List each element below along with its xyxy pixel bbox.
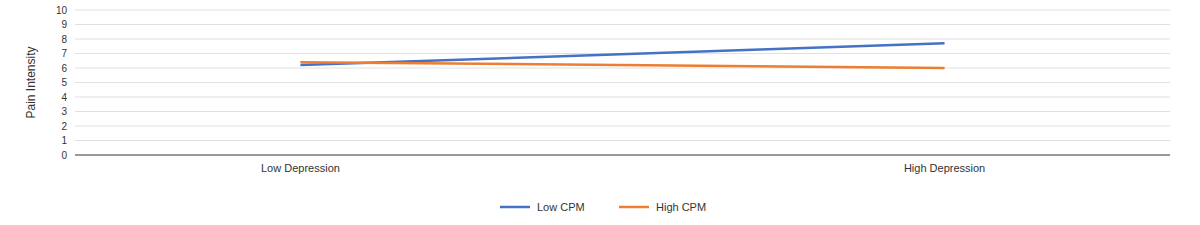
- grid-line: [75, 10, 1170, 11]
- x-tick-label: Low Depression: [261, 162, 340, 174]
- y-tick-label: 3: [61, 106, 67, 117]
- y-tick-label: 2: [61, 121, 67, 132]
- y-tick-label: 10: [56, 5, 68, 16]
- grid-line: [75, 82, 1170, 83]
- y-tick-label: 0: [61, 150, 67, 161]
- grid-line: [75, 155, 1170, 156]
- legend: Low CPM High CPM: [500, 201, 706, 213]
- x-tick-label: High Depression: [904, 162, 985, 174]
- legend-swatch: [500, 206, 530, 209]
- legend-label: Low CPM: [537, 201, 585, 213]
- grid: [75, 10, 1170, 155]
- y-tick-label: 5: [61, 77, 67, 88]
- grid-line: [75, 111, 1170, 112]
- grid-line: [75, 140, 1170, 141]
- series-line: [300, 62, 944, 68]
- grid-line: [75, 68, 1170, 69]
- x-axis-line: [75, 154, 1170, 155]
- grid-line: [75, 39, 1170, 40]
- y-axis-label: Pain Intensity: [24, 46, 38, 118]
- chart: 0 1 2 3 4 5 6 7 8 9 10 Pain Intensity Low Depression…: [0, 0, 1200, 225]
- legend-swatch: [619, 206, 649, 209]
- grid-line: [75, 126, 1170, 127]
- y-tick-label: 9: [61, 19, 67, 30]
- series-group: [300, 43, 944, 68]
- grid-line: [75, 24, 1170, 25]
- legend-label: High CPM: [656, 201, 706, 213]
- y-tick-label: 8: [61, 34, 67, 45]
- y-tick-label: 7: [61, 48, 67, 59]
- y-tick-label: 1: [61, 135, 67, 146]
- y-tick-label: 6: [61, 63, 67, 74]
- grid-line: [75, 97, 1170, 98]
- y-tick-label: 4: [61, 92, 67, 103]
